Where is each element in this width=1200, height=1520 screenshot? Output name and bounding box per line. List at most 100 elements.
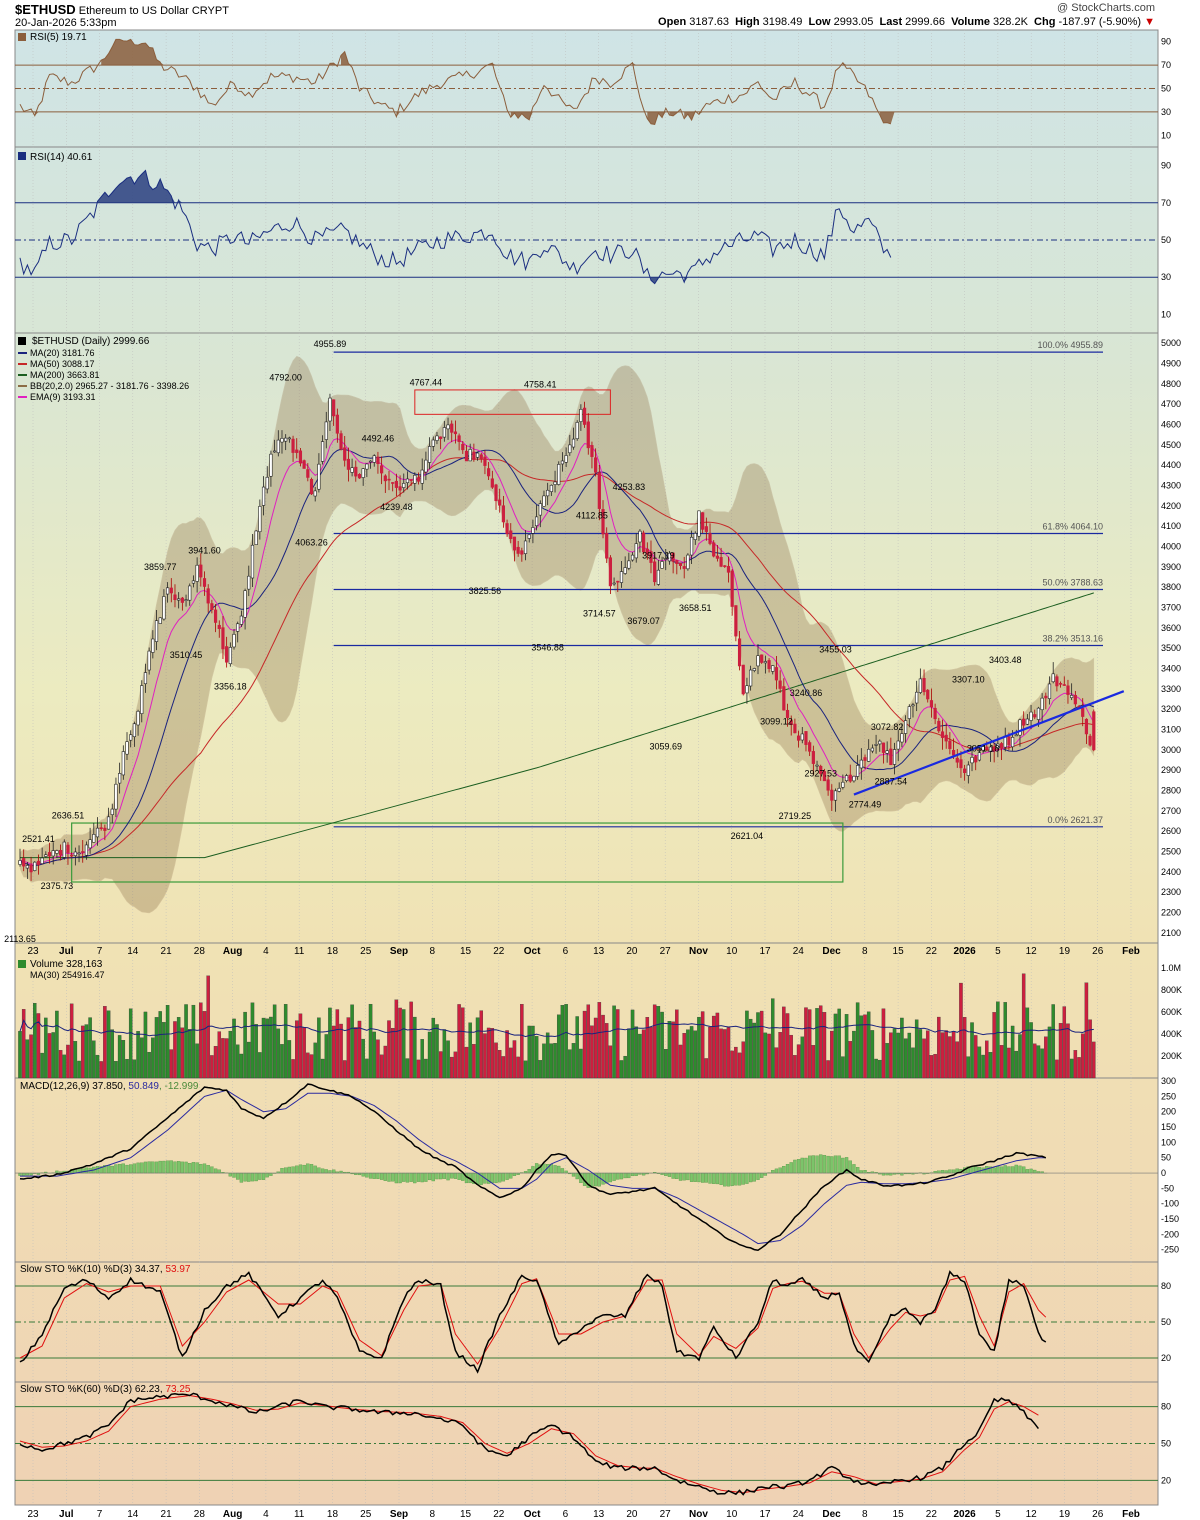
volume-bar bbox=[619, 1060, 624, 1079]
x-tick-label-bottom: 8 bbox=[862, 1509, 868, 1520]
macd-signal-line bbox=[20, 1089, 1046, 1245]
macd-histogram-bar bbox=[132, 1163, 137, 1174]
candle-body bbox=[158, 617, 162, 624]
price-annotation: 3941.60 bbox=[188, 545, 221, 555]
volume-bar bbox=[1055, 1059, 1059, 1079]
volume-bar bbox=[1066, 1023, 1070, 1079]
candle-body bbox=[594, 457, 598, 473]
macd-histogram-bar bbox=[453, 1172, 458, 1179]
x-tick-label: 22 bbox=[926, 946, 938, 957]
volume-bar bbox=[44, 1017, 48, 1079]
candle-body bbox=[870, 747, 874, 752]
volume-bar bbox=[405, 1058, 410, 1079]
volume-bar bbox=[21, 1009, 26, 1079]
macd-histogram-bar bbox=[291, 1166, 295, 1174]
volume-bar bbox=[937, 1016, 941, 1079]
macd-histogram-bar bbox=[313, 1165, 317, 1174]
macd-histogram-bar bbox=[701, 1172, 705, 1183]
candle-body bbox=[793, 723, 797, 734]
volume-bar bbox=[324, 1034, 329, 1079]
volume-bar bbox=[759, 1010, 764, 1079]
y-tick-label: 90 bbox=[1161, 37, 1171, 47]
candle-body bbox=[940, 731, 945, 738]
candle-body bbox=[1062, 684, 1066, 686]
candle-body bbox=[590, 445, 594, 457]
volume-bar bbox=[538, 1060, 543, 1079]
candle-body bbox=[745, 685, 749, 694]
x-tick-label-bottom: Oct bbox=[524, 1509, 541, 1520]
volume-bar bbox=[1080, 1033, 1085, 1079]
candle-body bbox=[490, 478, 494, 488]
volume-bar bbox=[147, 1051, 151, 1079]
candle-body bbox=[77, 852, 81, 855]
volume-bar bbox=[464, 1046, 469, 1079]
macd-histogram-bar bbox=[490, 1172, 494, 1184]
macd-histogram-bar bbox=[405, 1172, 410, 1183]
volume-ma-label: MA(30) 254916.47 bbox=[30, 970, 105, 980]
candle-body bbox=[239, 615, 244, 625]
candle-body bbox=[778, 680, 782, 689]
volume-bar bbox=[726, 1027, 731, 1079]
y-tick-label: 400K bbox=[1161, 1029, 1182, 1039]
price-annotation: 2621.04 bbox=[731, 831, 764, 841]
macd-histogram-bar bbox=[1022, 1166, 1026, 1174]
x-tick-label-bottom: 11 bbox=[294, 1509, 305, 1520]
volume-bar bbox=[69, 1003, 74, 1079]
y-tick-label: -150 bbox=[1161, 1214, 1179, 1224]
volume-bar bbox=[99, 1061, 103, 1079]
candle-body bbox=[970, 757, 974, 764]
volume-bar bbox=[51, 1032, 55, 1079]
y-tick-label: 3900 bbox=[1161, 562, 1181, 572]
candle-body bbox=[833, 790, 838, 801]
ma50-line bbox=[19, 457, 1094, 867]
volume-bar bbox=[752, 1022, 757, 1079]
volume-bar bbox=[265, 1018, 269, 1079]
volume-bar bbox=[992, 1012, 996, 1079]
sto-title: Slow STO %K(60) %D(3) 62.23, 73.25 bbox=[20, 1384, 191, 1395]
volume-bar bbox=[62, 1054, 67, 1079]
price-annotation: 2113.65 bbox=[4, 934, 36, 944]
volume-bar bbox=[981, 1054, 985, 1079]
x-tick-label: 8 bbox=[429, 946, 435, 957]
volume-bar bbox=[199, 1002, 203, 1079]
candle-body bbox=[162, 596, 166, 620]
volume-bar bbox=[966, 1056, 971, 1079]
macd-histogram-bar bbox=[889, 1172, 893, 1176]
x-tick-label: 13 bbox=[593, 946, 605, 957]
candle-body bbox=[361, 468, 365, 478]
macd-line bbox=[19, 1083, 1047, 1251]
volume-bar bbox=[914, 1019, 919, 1079]
y-tick-label: 4500 bbox=[1161, 440, 1181, 450]
volume-bar bbox=[479, 1010, 483, 1079]
volume-bar bbox=[988, 1052, 993, 1079]
candle-body bbox=[623, 567, 627, 574]
volume-bar bbox=[627, 1028, 631, 1079]
volume-bar bbox=[154, 1017, 159, 1079]
reference-lines-rsi14 bbox=[15, 202, 1158, 278]
volume-bar bbox=[320, 1058, 325, 1079]
candle-body bbox=[475, 452, 480, 458]
x-tick-label-bottom: 17 bbox=[759, 1509, 771, 1520]
x-tick-label: 26 bbox=[1092, 946, 1104, 957]
candle-body bbox=[269, 453, 273, 477]
candle-body bbox=[605, 532, 609, 559]
macd-histogram-bar bbox=[331, 1169, 336, 1174]
candle-body bbox=[424, 459, 428, 473]
open-value: 3187.63 bbox=[689, 16, 729, 28]
volume-bar bbox=[413, 1016, 417, 1079]
volume-bar bbox=[878, 1059, 882, 1079]
volume-bar bbox=[900, 1017, 904, 1079]
candle-body bbox=[335, 414, 339, 434]
x-tick-label-bottom: Jul bbox=[59, 1509, 74, 1520]
candle-body bbox=[221, 627, 225, 650]
macd-histogram-bar bbox=[298, 1164, 303, 1174]
volume-bar bbox=[254, 1024, 258, 1079]
candle-body bbox=[774, 667, 779, 681]
macd-histogram-bar bbox=[165, 1160, 170, 1174]
candle-body bbox=[368, 460, 373, 463]
volume-bar bbox=[243, 1011, 247, 1079]
volume-bar bbox=[494, 1042, 498, 1079]
volume-bar bbox=[92, 1040, 96, 1079]
volume-bar bbox=[1058, 1023, 1063, 1079]
